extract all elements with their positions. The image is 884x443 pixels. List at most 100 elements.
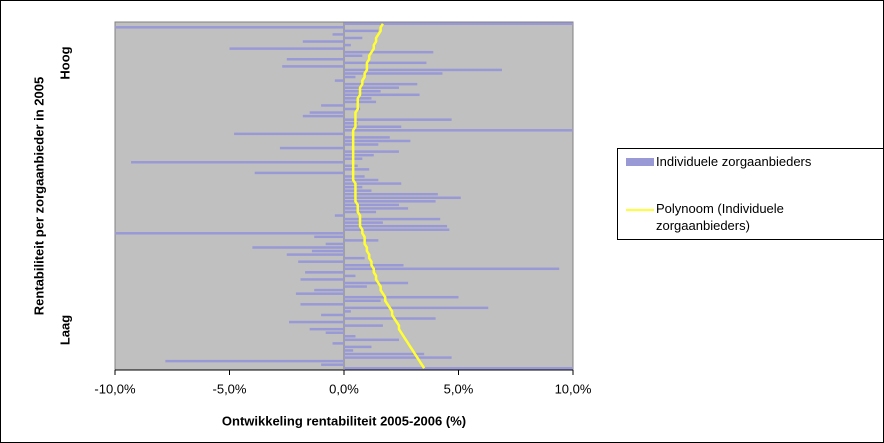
bar xyxy=(344,100,377,104)
bar xyxy=(344,136,390,139)
bar xyxy=(311,249,344,253)
y-axis-title: Rentabiliteit per zorgaanbieder in 2005 xyxy=(31,77,46,315)
bar xyxy=(344,153,374,157)
legend-label: Individuele zorgaanbieders xyxy=(656,154,812,169)
legend-swatch xyxy=(626,209,654,211)
bar xyxy=(309,111,344,114)
bar xyxy=(344,93,420,97)
bar xyxy=(334,214,344,217)
bar xyxy=(344,150,399,153)
x-tick-label: -10,0% xyxy=(94,381,136,396)
bar xyxy=(344,285,367,288)
bar xyxy=(344,189,372,192)
bar xyxy=(344,299,381,302)
annotation: Laag xyxy=(57,315,72,345)
x-tick-label: -5,0% xyxy=(213,381,247,396)
bar xyxy=(302,114,344,118)
trend-line xyxy=(351,23,426,369)
bar xyxy=(344,224,448,228)
bar xyxy=(344,366,573,370)
bar xyxy=(344,168,370,171)
bar xyxy=(344,196,461,200)
bar xyxy=(344,210,377,214)
bar xyxy=(344,82,418,86)
bar xyxy=(344,221,383,224)
bar xyxy=(314,288,344,292)
bar xyxy=(309,327,344,331)
bar xyxy=(344,43,351,47)
bar xyxy=(332,33,344,36)
bar xyxy=(325,331,344,334)
bar xyxy=(305,271,344,274)
bar xyxy=(252,246,344,249)
bar xyxy=(344,281,409,285)
bar xyxy=(344,90,381,93)
bar xyxy=(229,47,344,50)
bar xyxy=(165,359,344,363)
bar xyxy=(344,264,404,267)
bar xyxy=(344,86,399,89)
bar xyxy=(298,260,344,263)
bar xyxy=(344,50,434,54)
bar xyxy=(344,72,443,75)
bar xyxy=(334,79,344,82)
bar xyxy=(344,178,379,182)
bar xyxy=(325,242,344,246)
bar xyxy=(344,345,372,349)
bar xyxy=(321,363,344,366)
legend-label: Polynoom (Individuele zorgaanbieders) xyxy=(656,201,784,233)
bar xyxy=(321,313,344,317)
bar xyxy=(282,65,344,68)
bar xyxy=(344,335,356,338)
bar xyxy=(344,200,436,203)
bar xyxy=(344,121,358,125)
bar xyxy=(344,228,450,231)
bar xyxy=(344,125,402,128)
bar xyxy=(344,164,358,168)
legend-swatch xyxy=(626,158,654,166)
bar xyxy=(321,104,344,107)
bar xyxy=(344,295,459,299)
bar xyxy=(344,107,361,111)
legend: Individuele zorgaanbieders Polynoom (Ind… xyxy=(617,148,883,240)
bar xyxy=(279,146,344,150)
bar xyxy=(344,36,363,40)
bar xyxy=(344,356,452,359)
annotation: Hoog xyxy=(57,46,72,79)
bar xyxy=(344,274,356,278)
bar xyxy=(300,278,344,281)
bar xyxy=(344,22,573,26)
bar xyxy=(115,26,344,29)
bar xyxy=(344,352,425,356)
bar xyxy=(344,68,503,72)
x-tick-label: 5,0% xyxy=(444,381,474,396)
bar xyxy=(344,267,560,271)
bar xyxy=(344,182,402,185)
bar xyxy=(332,342,344,345)
bar xyxy=(344,338,399,342)
x-tick-label: 0,0% xyxy=(329,381,359,396)
bar xyxy=(344,306,489,310)
bar xyxy=(344,29,379,33)
bar xyxy=(286,58,344,61)
bar xyxy=(344,143,379,146)
bar xyxy=(344,192,438,196)
bar xyxy=(131,161,344,164)
bar xyxy=(344,185,363,189)
bar xyxy=(344,61,427,65)
bar xyxy=(344,256,365,260)
bar xyxy=(344,203,399,207)
bar xyxy=(344,54,363,57)
bar xyxy=(344,239,379,242)
bar xyxy=(344,349,354,352)
bar xyxy=(234,132,344,136)
bar xyxy=(295,292,344,295)
bar xyxy=(344,207,409,210)
bar xyxy=(300,303,344,306)
bar xyxy=(302,40,344,43)
bar xyxy=(286,253,344,256)
bar xyxy=(344,129,573,132)
bar xyxy=(344,75,356,79)
bar xyxy=(254,171,344,175)
